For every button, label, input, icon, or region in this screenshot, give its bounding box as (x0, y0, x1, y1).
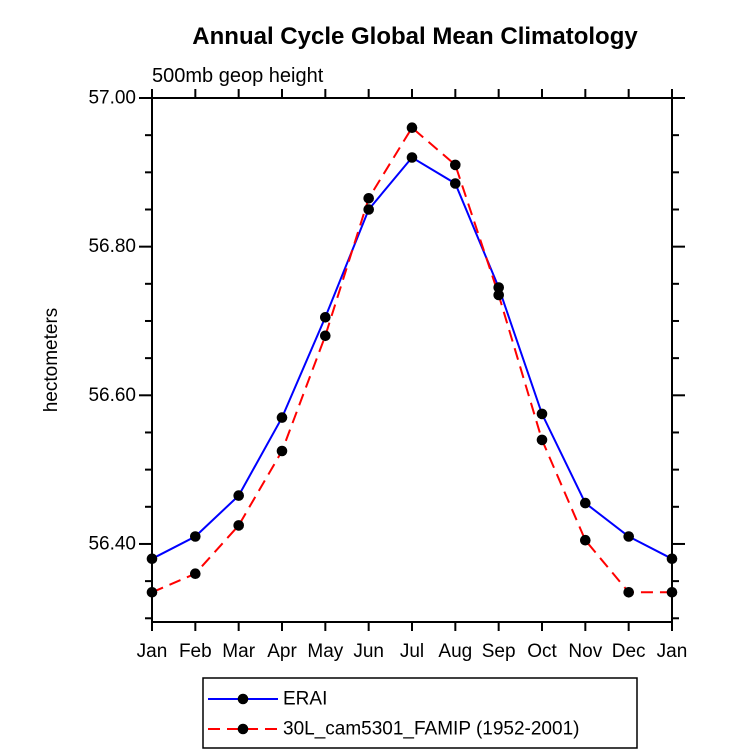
y-axis-ticks-left (139, 97, 152, 620)
data-point-marker (450, 159, 461, 171)
x-axis-ticks-top (151, 89, 673, 98)
y-tick-label: 56.80 (88, 236, 136, 257)
data-point-marker (450, 178, 461, 189)
y-tick-label: 56.40 (88, 533, 136, 554)
legend-marker-icon (237, 723, 249, 735)
y-axis-ticks-right (672, 97, 685, 620)
x-tick-label: Dec (612, 641, 646, 662)
data-point-marker (406, 152, 418, 163)
data-point-marker (320, 330, 331, 342)
y-axis-tick-labels: 57.00 56.80 56.60 56.40 (88, 88, 136, 555)
chart-title: Annual Cycle Global Mean Climatology (192, 23, 638, 50)
data-point-marker (580, 534, 591, 546)
data-point-marker (536, 434, 548, 446)
x-axis-tick-labels: Jan Feb Mar Apr May Jun Jul Aug Sep Oct Nov Dec Jan (137, 641, 688, 662)
legend-border (202, 677, 638, 749)
x-tick-label: Jan (137, 641, 168, 662)
legend: ERAI 30L_cam5301_FAMIP (1952-2001) (202, 677, 638, 749)
x-tick-label: Jul (400, 641, 424, 662)
legend-label-erai: ERAI (283, 689, 327, 710)
series-lines (151, 126, 673, 594)
x-axis-ticks-bottom (151, 622, 673, 631)
x-tick-label: May (307, 641, 343, 662)
data-point-marker (190, 568, 201, 579)
x-tick-label: Nov (568, 641, 602, 662)
data-point-marker (363, 193, 375, 204)
x-tick-label: Mar (222, 641, 255, 662)
data-point-marker (190, 531, 201, 542)
data-point-marker (623, 531, 634, 542)
x-tick-label: Apr (267, 641, 297, 662)
data-point-marker (363, 204, 375, 215)
x-tick-label: Jun (353, 641, 384, 662)
data-point-marker (233, 520, 244, 531)
x-tick-label: Feb (179, 641, 212, 662)
data-point-marker (320, 312, 331, 323)
x-tick-label: Oct (527, 641, 557, 662)
chart-subtitle: 500mb geop height (152, 65, 324, 87)
x-tick-label: Aug (438, 641, 472, 662)
data-point-marker (536, 408, 548, 420)
x-tick-label: Jan (657, 641, 688, 662)
data-point-marker (623, 587, 634, 598)
series-line-erai (151, 156, 673, 560)
data-point-marker (493, 282, 505, 293)
y-tick-label: 57.00 (88, 88, 136, 109)
legend-row-famip: 30L_cam5301_FAMIP (1952-2001) (208, 719, 579, 740)
data-point-marker (580, 497, 591, 509)
y-tick-label: 56.60 (88, 385, 136, 406)
plot-area-border (151, 97, 673, 623)
data-point-marker (276, 445, 288, 457)
series-line-30l-cam5301-famip-1952-2001- (151, 126, 672, 594)
data-point-marker (276, 412, 288, 423)
x-tick-label: Sep (482, 641, 516, 662)
legend-marker-icon (237, 693, 249, 705)
data-point-marker (493, 289, 505, 301)
series-markers (146, 122, 678, 598)
data-point-marker (233, 490, 244, 501)
legend-label-famip: 30L_cam5301_FAMIP (1952-2001) (283, 719, 579, 740)
y-axis-label: hectometers (41, 308, 62, 413)
data-point-marker (406, 122, 418, 133)
legend-row-erai: ERAI (208, 689, 327, 710)
